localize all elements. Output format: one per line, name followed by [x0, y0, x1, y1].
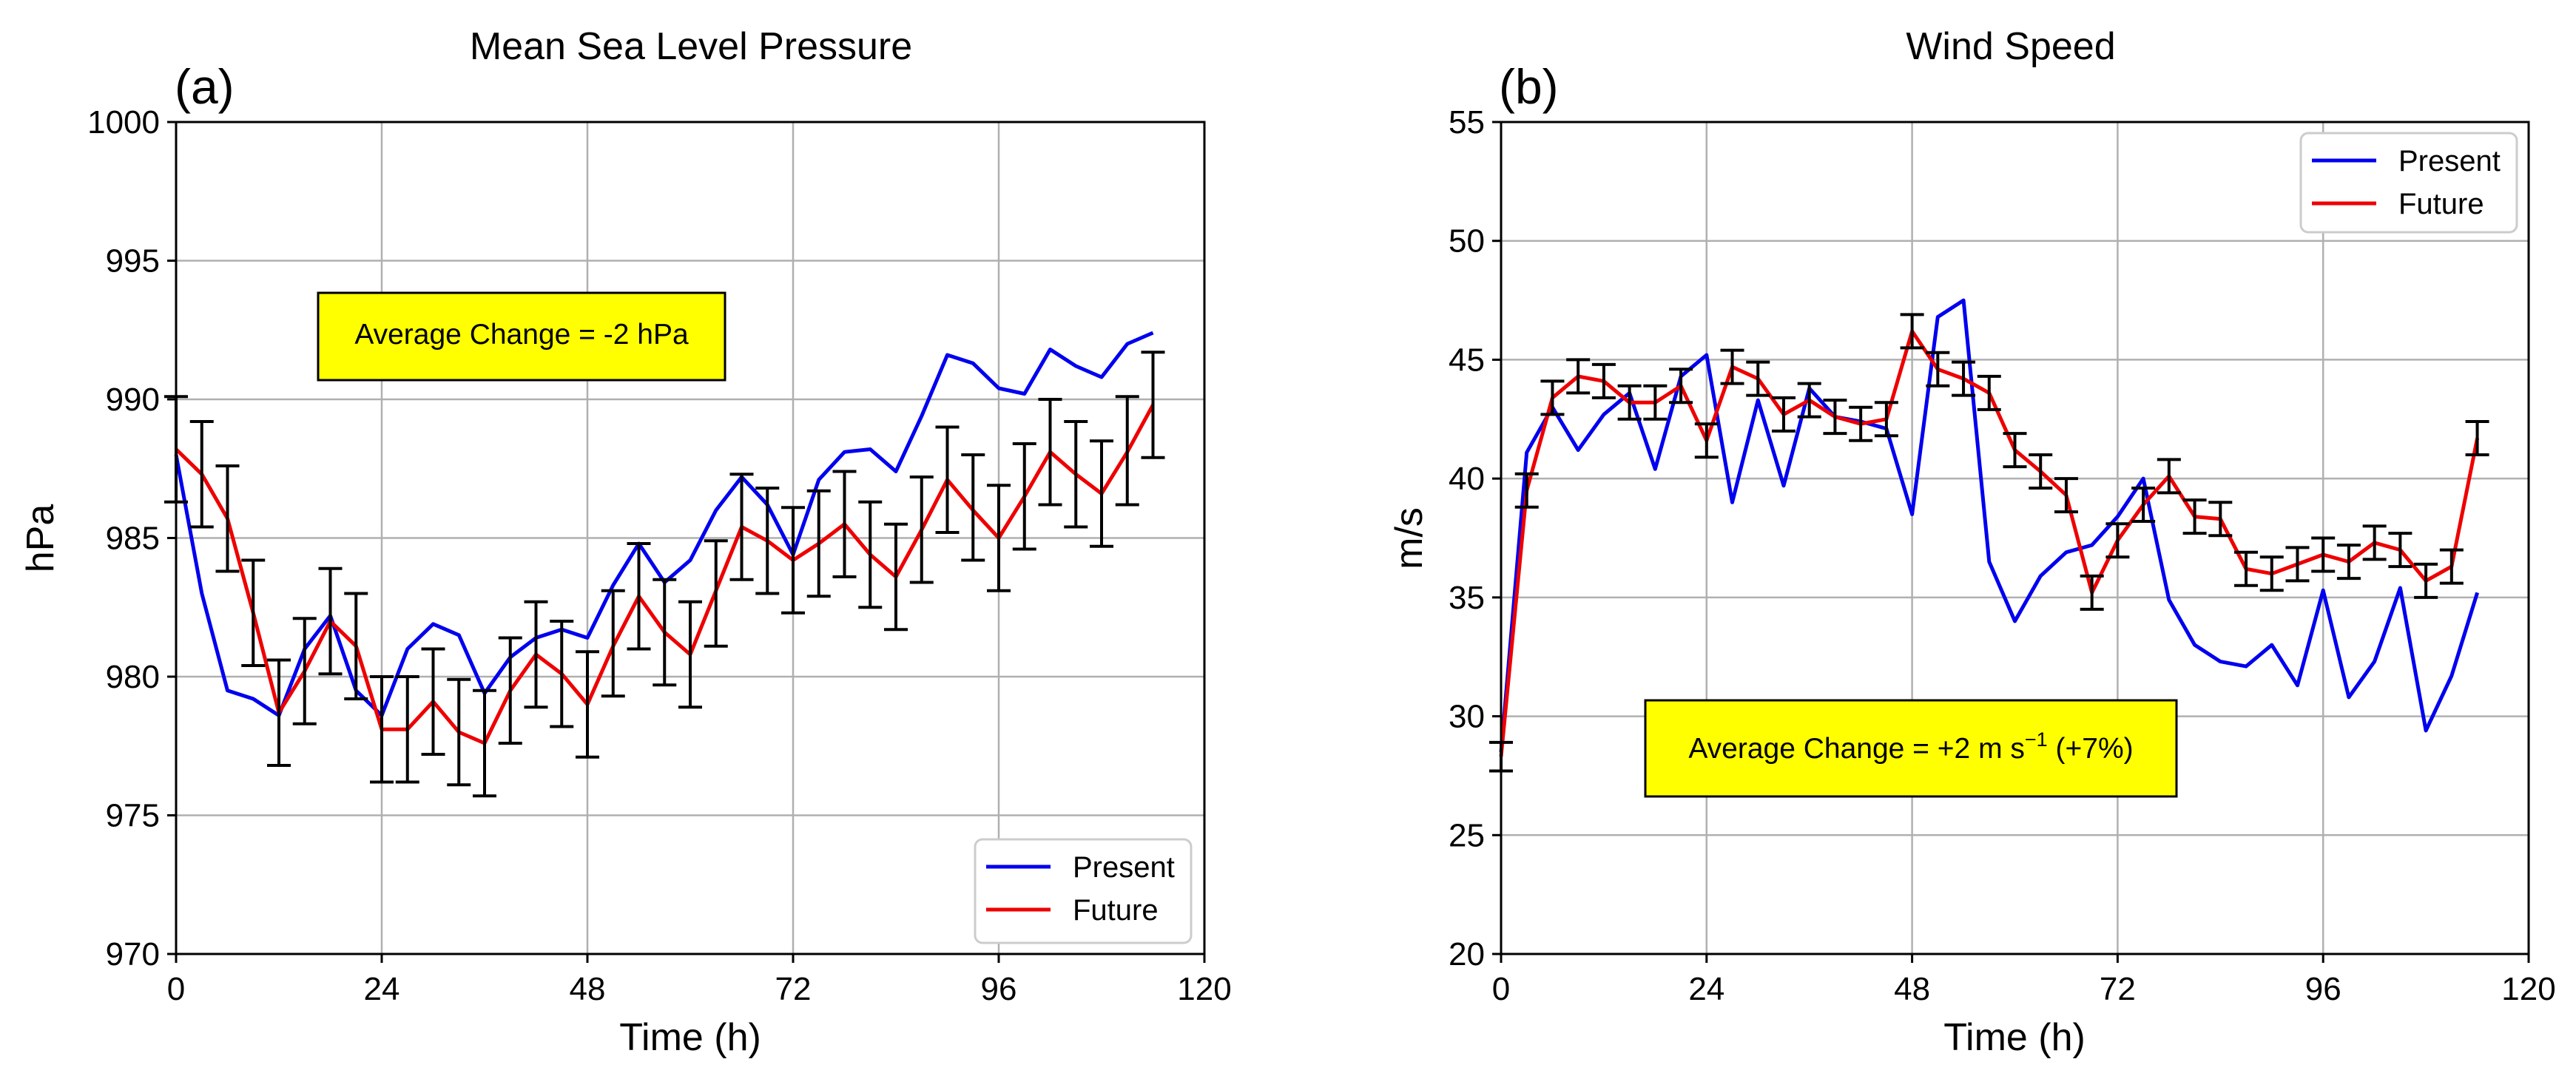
series-layer: [164, 331, 1165, 798]
series-layer: [1489, 298, 2489, 773]
chart-title: Mean Sea Level Pressure: [470, 25, 912, 68]
annotation-suffix: (+7%): [2048, 733, 2134, 765]
x-axis-label: Time (h): [619, 1016, 761, 1059]
x-tick-label: 24: [1688, 971, 1724, 1007]
x-tick-label: 120: [2501, 971, 2555, 1007]
axis-ticks: 0 24 48 72 96 120 20 25 30 35 40 45 50 55: [1449, 104, 2556, 1007]
y-tick-label: 995: [106, 243, 160, 280]
series-line-present: [1499, 298, 2479, 753]
x-tick-label: 24: [364, 971, 400, 1007]
y-tick-label: 25: [1449, 817, 1485, 853]
annotation-box: Average Change = +2 m s−1 (+7%): [1644, 699, 2178, 798]
chart-panel-a: Mean Sea Level Pressure (a) 0 24 48 72 96 120…: [19, 25, 1232, 1059]
y-tick-label: 1000: [87, 104, 160, 141]
annotation-text: Average Change = -2 hPa: [354, 319, 689, 351]
y-tick-label: 40: [1449, 461, 1485, 497]
y-axis-label: m/s: [1388, 507, 1431, 569]
legend-label-present: Present: [2398, 145, 2501, 177]
y-tick-label: 35: [1449, 580, 1485, 616]
chart-panel-b: Wind Speed (b) 0 24 48 72 96 120 20 25 30 35 40 45 5…: [1388, 25, 2556, 1059]
y-tick-label: 980: [106, 659, 160, 695]
x-tick-label: 48: [1894, 971, 1930, 1007]
chart-title: Wind Speed: [1906, 25, 2115, 68]
y-tick-label: 20: [1449, 936, 1485, 972]
annotation-box: Average Change = -2 hPa: [317, 291, 726, 382]
legend: Present Future: [2299, 132, 2518, 234]
y-tick-label: 55: [1449, 104, 1485, 141]
x-tick-label: 96: [2305, 971, 2341, 1007]
x-tick-label: 72: [2100, 971, 2136, 1007]
y-tick-label: 990: [106, 382, 160, 418]
axis-ticks: 0 24 48 72 96 120 970 975 980 985 990 995 1000: [87, 104, 1232, 1007]
axes-frame: [1500, 121, 2530, 955]
x-tick-label: 72: [775, 971, 812, 1007]
panel-label: (b): [1499, 59, 1559, 114]
annotation-superscript: −1: [2025, 728, 2048, 751]
y-tick-label: 970: [106, 936, 160, 972]
x-tick-label: 0: [167, 971, 185, 1007]
x-tick-label: 0: [1492, 971, 1510, 1007]
grid-lines: [176, 122, 1204, 954]
y-axis-label: hPa: [19, 504, 62, 573]
x-axis-label: Time (h): [1943, 1016, 2086, 1059]
legend-label-future: Future: [2398, 188, 2484, 220]
legend-label-present: Present: [1073, 851, 1175, 884]
y-tick-label: 30: [1449, 699, 1485, 735]
series-line-future: [175, 404, 1155, 745]
annotation-text: Average Change = +2 m s−1 (+7%): [1688, 728, 2133, 765]
y-tick-label: 50: [1449, 223, 1485, 260]
legend: Present Future: [974, 838, 1193, 944]
x-tick-label: 120: [1177, 971, 1231, 1007]
x-tick-label: 48: [570, 971, 606, 1007]
panel-label: (a): [175, 59, 235, 114]
x-tick-label: 96: [981, 971, 1017, 1007]
y-tick-label: 975: [106, 798, 160, 834]
y-tick-label: 985: [106, 521, 160, 557]
annotation-main: Average Change = +2 m s: [1688, 733, 2025, 765]
legend-label-future: Future: [1073, 894, 1159, 927]
y-tick-label: 45: [1449, 342, 1485, 378]
